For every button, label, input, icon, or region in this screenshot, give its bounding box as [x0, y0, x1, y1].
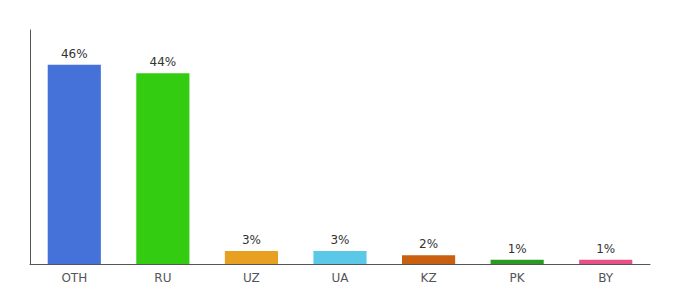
svg-text:PK: PK	[510, 271, 526, 285]
svg-text:UA: UA	[332, 271, 350, 285]
svg-text:44%: 44%	[150, 55, 177, 69]
svg-text:2%: 2%	[419, 237, 438, 251]
svg-text:1%: 1%	[596, 242, 615, 256]
svg-text:UZ: UZ	[243, 271, 260, 285]
svg-text:BY: BY	[598, 271, 614, 285]
svg-text:3%: 3%	[242, 233, 261, 247]
svg-text:46%: 46%	[61, 47, 88, 61]
svg-text:OTH: OTH	[61, 271, 87, 285]
svg-text:1%: 1%	[508, 242, 527, 256]
svg-text:RU: RU	[154, 271, 171, 285]
svg-text:KZ: KZ	[421, 271, 437, 285]
svg-text:3%: 3%	[330, 233, 349, 247]
